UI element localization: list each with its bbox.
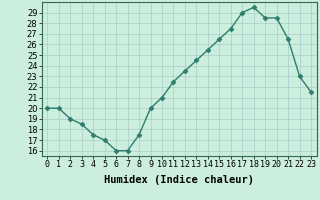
X-axis label: Humidex (Indice chaleur): Humidex (Indice chaleur)	[104, 175, 254, 185]
